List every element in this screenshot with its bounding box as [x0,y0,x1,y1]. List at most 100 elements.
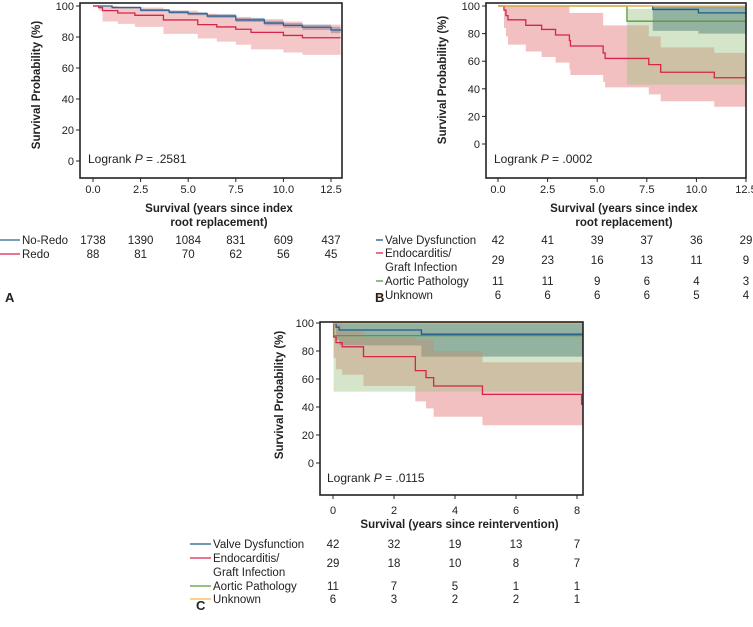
y-tick-label: 0 [68,156,74,168]
at-risk-count: 88 [87,249,100,261]
legend-label: Graft Infection [385,262,457,274]
x-tick-label: 7.5 [228,184,243,196]
at-risk-count: 62 [229,249,242,261]
x-tick-label: 8 [574,505,580,517]
panel-b: 100 80 60 40 20 0 0.0 2.5 5.0 7.5 10.0 12.5 Survival… [375,1,753,305]
y-tick-label: 20 [468,111,480,123]
x-axis-title: Survival (years since index [145,203,293,215]
at-risk-count: 6 [495,290,501,302]
ci-band-endocarditis-graft-infection [503,6,746,107]
at-risk-count: 37 [640,235,653,247]
y-tick-label: 0 [308,458,314,470]
survival-curve-redo [93,5,341,39]
survival-curve-endocarditis-graft-infection [498,5,746,79]
at-risk-count: 7 [391,581,397,593]
y-tick-label: 100 [462,1,480,13]
at-risk-count: 1738 [80,235,106,247]
p-value: = .2581 [143,152,187,166]
at-risk-count: 23 [541,255,554,267]
x-tick-label: 2.5 [540,184,555,196]
survival-curve-valve-dysfunction [333,322,584,335]
at-risk-count: 3 [743,276,749,288]
ci-band-aortic-pathology [333,323,584,392]
at-risk-count: 7 [574,539,580,551]
legend-label: Redo [22,249,50,261]
x-tick-label: 7.5 [639,184,654,196]
logrank-annotation: Logrank P = .0002 [494,152,593,166]
legend-label: Valve Dysfunction [213,539,304,551]
at-risk-count: 8 [513,558,519,570]
plot-frame [485,2,747,179]
y-tick-label: 60 [302,374,314,386]
at-risk-count: 5 [452,581,458,593]
at-risk-count: 5 [693,290,699,302]
legend-label: No-Redo [22,235,68,247]
at-risk-count: 42 [492,235,505,247]
at-risk-count: 13 [510,539,523,551]
p-value: = .0115 [382,471,425,485]
x-tick-label: 10.0 [686,184,707,196]
y-tick-label: 20 [62,125,74,137]
at-risk-count: 70 [182,249,195,261]
y-tick-label: 100 [296,318,314,330]
ci-band-endocarditis-graft-infection [333,323,584,426]
legend-label: Graft Infection [213,567,285,579]
x-axis-title: root replacement) [170,217,267,229]
plot-frame [319,321,584,496]
at-risk-count: 39 [591,235,604,247]
at-risk-count: 10 [449,558,462,570]
plot-frame [79,2,343,179]
logrank-label: Logrank [494,152,541,166]
legend-label: Unknown [213,594,261,606]
ci-band-valve-dysfunction [336,323,584,357]
at-risk-count: 13 [640,255,653,267]
logrank-annotation: Logrank P = .0115 [327,471,425,485]
panel-label: B [375,290,384,305]
panel-label: A [5,290,15,305]
at-risk-count: 42 [327,539,340,551]
x-tick-label: 2.5 [133,184,148,196]
p-symbol: P [541,152,549,166]
at-risk-count: 1390 [128,235,154,247]
y-axis-title: Survival Probability (%) [31,21,43,150]
at-risk-count: 9 [594,276,600,288]
survival-curve-endocarditis-graft-infection [332,322,584,405]
at-risk-count: 41 [541,235,554,247]
p-symbol: P [135,152,143,166]
x-axis-title: root replacement) [575,217,672,229]
x-tick-label: 6 [513,505,519,517]
x-tick-label: 0 [330,505,336,517]
at-risk-count: 831 [226,235,245,247]
at-risk-count: 1084 [175,235,201,247]
at-risk-count: 9 [743,255,749,267]
y-axis-title: Survival Probability (%) [274,331,286,460]
at-risk-count: 1 [574,581,580,593]
y-tick-label: 0 [474,139,480,151]
x-tick-label: 12.5 [735,184,753,196]
at-risk-count: 11 [542,276,554,288]
y-tick-label: 40 [468,84,480,96]
at-risk-count: 18 [388,558,401,570]
at-risk-count: 1 [513,581,519,593]
at-risk-count: 6 [644,276,650,288]
y-tick-label: 80 [468,29,480,41]
at-risk-count: 29 [492,255,505,267]
legend-label: Endocarditis/ [213,553,280,565]
x-axis-title: Survival (years since index [550,203,698,215]
ci-band-aortic-pathology [626,8,746,85]
logrank-label: Logrank [327,471,374,485]
y-tick-label: 40 [302,402,314,414]
at-risk-count: 6 [544,290,550,302]
legend-label: Unknown [385,290,433,302]
at-risk-count: 6 [330,594,336,606]
panel-c: 100 80 60 40 20 0 0 2 4 6 8 Survival (years since r… [190,318,584,613]
at-risk-count: 11 [492,276,504,288]
at-risk-count: 16 [591,255,604,267]
y-tick-label: 20 [302,430,314,442]
legend-label: Endocarditis/ [385,248,452,260]
legend-label: Valve Dysfunction [385,235,476,247]
y-tick-label: 80 [302,346,314,358]
x-tick-label: 0.0 [490,184,505,196]
y-tick-label: 80 [62,32,74,44]
y-axis-title: Survival Probability (%) [437,16,449,145]
